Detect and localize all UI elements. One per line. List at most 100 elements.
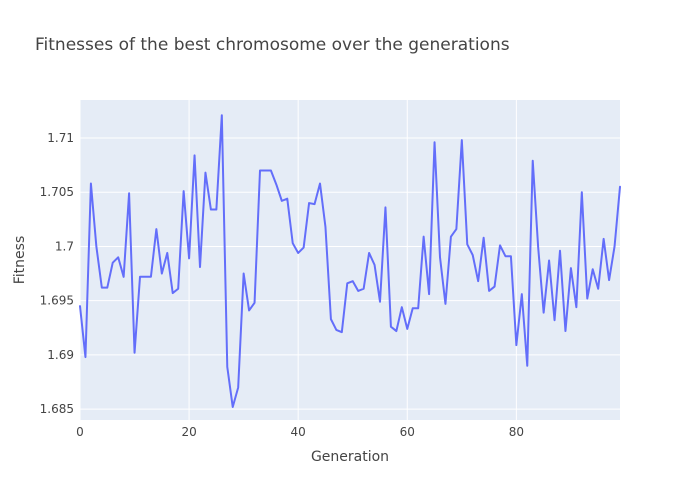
data-point[interactable] — [209, 208, 213, 212]
data-point[interactable] — [553, 318, 557, 322]
data-point[interactable] — [503, 254, 507, 258]
data-point[interactable] — [236, 385, 240, 389]
data-point[interactable] — [427, 292, 431, 296]
data-point[interactable] — [193, 153, 197, 157]
data-point[interactable] — [225, 365, 229, 369]
data-point[interactable] — [378, 300, 382, 304]
data-point[interactable] — [449, 235, 453, 239]
data-point[interactable] — [334, 328, 338, 332]
data-point[interactable] — [383, 205, 387, 209]
data-point[interactable] — [531, 159, 535, 163]
data-point[interactable] — [263, 169, 267, 173]
data-point[interactable] — [443, 302, 447, 306]
data-point[interactable] — [618, 185, 622, 189]
data-point[interactable] — [94, 244, 98, 248]
data-point[interactable] — [416, 306, 420, 310]
data-point[interactable] — [302, 246, 306, 250]
data-point[interactable] — [154, 227, 158, 231]
data-point[interactable] — [149, 275, 153, 279]
data-point[interactable] — [165, 251, 169, 255]
data-point[interactable] — [122, 275, 126, 279]
data-point[interactable] — [493, 285, 497, 289]
data-point[interactable] — [274, 183, 278, 187]
data-point[interactable] — [307, 201, 311, 205]
data-point[interactable] — [340, 330, 344, 334]
data-point[interactable] — [313, 202, 317, 206]
data-point[interactable] — [580, 190, 584, 194]
data-point[interactable] — [547, 259, 551, 263]
data-point[interactable] — [242, 272, 246, 276]
data-point[interactable] — [367, 251, 371, 255]
data-point[interactable] — [373, 263, 377, 267]
data-point[interactable] — [563, 329, 567, 333]
data-point[interactable] — [536, 246, 540, 250]
data-point[interactable] — [454, 227, 458, 231]
data-point[interactable] — [127, 191, 131, 195]
data-point[interactable] — [591, 267, 595, 271]
data-point[interactable] — [514, 343, 518, 347]
data-point[interactable] — [203, 171, 207, 175]
data-point[interactable] — [220, 113, 224, 117]
data-point[interactable] — [596, 287, 600, 291]
data-point[interactable] — [214, 208, 218, 212]
data-point[interactable] — [411, 306, 415, 310]
data-point[interactable] — [520, 292, 524, 296]
data-point[interactable] — [323, 225, 327, 229]
data-point[interactable] — [329, 317, 333, 321]
data-point[interactable] — [558, 249, 562, 253]
data-point[interactable] — [405, 327, 409, 331]
data-point[interactable] — [291, 241, 295, 245]
data-point[interactable] — [182, 189, 186, 193]
data-point[interactable] — [351, 279, 355, 283]
data-point[interactable] — [111, 261, 115, 265]
data-point[interactable] — [171, 291, 175, 295]
data-point[interactable] — [438, 255, 442, 259]
data-point[interactable] — [285, 197, 289, 201]
data-point[interactable] — [362, 287, 366, 291]
data-point[interactable] — [253, 301, 257, 305]
data-point[interactable] — [476, 279, 480, 283]
data-point[interactable] — [585, 297, 589, 301]
data-point[interactable] — [613, 244, 617, 248]
data-point[interactable] — [607, 278, 611, 282]
data-point[interactable] — [487, 289, 491, 293]
data-point[interactable] — [198, 265, 202, 269]
data-point[interactable] — [345, 281, 349, 285]
data-point[interactable] — [247, 308, 251, 312]
data-point[interactable] — [138, 275, 142, 279]
data-point[interactable] — [296, 251, 300, 255]
data-point[interactable] — [78, 304, 82, 308]
data-point[interactable] — [422, 235, 426, 239]
data-point[interactable] — [318, 182, 322, 186]
data-point[interactable] — [394, 329, 398, 333]
data-point[interactable] — [83, 355, 87, 359]
data-point[interactable] — [433, 140, 437, 144]
data-point[interactable] — [116, 255, 120, 259]
data-point[interactable] — [356, 289, 360, 293]
data-point[interactable] — [389, 325, 393, 329]
data-point[interactable] — [143, 275, 147, 279]
data-point[interactable] — [465, 242, 469, 246]
data-point[interactable] — [269, 169, 273, 173]
data-point[interactable] — [482, 236, 486, 240]
data-point[interactable] — [542, 311, 546, 315]
data-point[interactable] — [569, 266, 573, 270]
data-point[interactable] — [160, 272, 164, 276]
data-point[interactable] — [133, 351, 137, 355]
data-point[interactable] — [89, 182, 93, 186]
data-point[interactable] — [602, 237, 606, 241]
data-point[interactable] — [460, 138, 464, 142]
data-point[interactable] — [525, 364, 529, 368]
data-point[interactable] — [258, 169, 262, 173]
data-point[interactable] — [187, 256, 191, 260]
data-point[interactable] — [574, 305, 578, 309]
data-point[interactable] — [105, 286, 109, 290]
data-point[interactable] — [176, 287, 180, 291]
data-point[interactable] — [231, 405, 235, 409]
data-point[interactable] — [509, 254, 513, 258]
data-point[interactable] — [280, 199, 284, 203]
data-point[interactable] — [498, 243, 502, 247]
data-point[interactable] — [471, 253, 475, 257]
data-point[interactable] — [400, 305, 404, 309]
data-point[interactable] — [100, 286, 104, 290]
